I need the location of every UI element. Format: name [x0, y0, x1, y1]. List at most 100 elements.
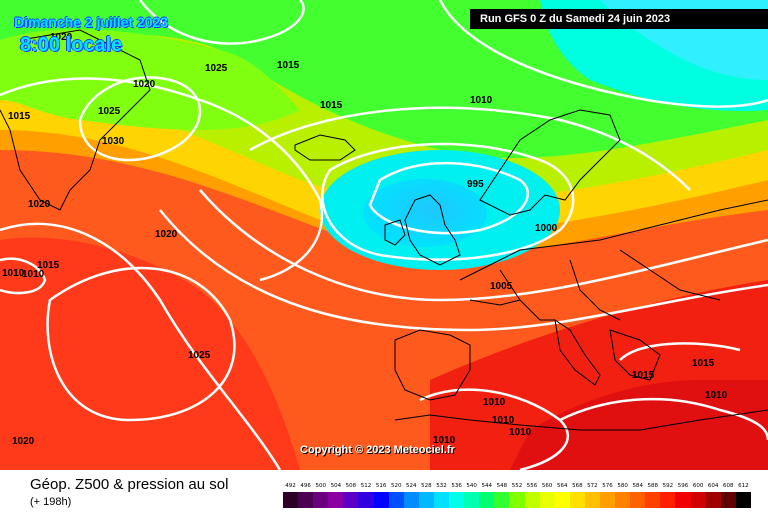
- legend-swatch: [494, 492, 510, 508]
- legend-swatch: [313, 492, 329, 508]
- legend-swatch: [554, 492, 570, 508]
- legend-value: 548: [496, 483, 508, 489]
- legend-swatch: [298, 492, 314, 508]
- legend-value: 596: [677, 483, 689, 489]
- legend-swatch: [479, 492, 495, 508]
- isobar-label: 1015: [37, 260, 60, 271]
- isobar-label: 1030: [102, 136, 125, 147]
- coastlines: [0, 29, 768, 431]
- legend-value: 508: [345, 483, 357, 489]
- isobar-label: 1015: [320, 100, 343, 111]
- isobar-label: 1020: [50, 32, 73, 43]
- forecast-offset: (+ 198h): [30, 496, 72, 508]
- legend-value: 492: [285, 483, 296, 489]
- isobar-label: 1010: [433, 435, 456, 446]
- footer: Géop. Z500 & pression au sol (+ 198h) 49…: [0, 470, 768, 512]
- legend-value: 556: [526, 483, 538, 489]
- legend-value: 564: [556, 483, 568, 489]
- legend-swatch: [388, 492, 404, 508]
- color-legend: 492 496 500 504 508 512 516 520 524 528 532 536 540 5…: [283, 480, 751, 510]
- legend-swatch: [705, 492, 721, 508]
- legend-swatch: [373, 492, 389, 508]
- legend-value: 500: [315, 483, 326, 489]
- legend-swatch: [449, 492, 465, 508]
- isobar-label: 1015: [277, 60, 300, 71]
- field-red-africa: [510, 380, 768, 470]
- legend-swatch: [630, 492, 646, 508]
- legend-swatch: [599, 492, 616, 508]
- legend-swatch: [615, 492, 631, 508]
- legend-bar: [283, 492, 751, 508]
- legend-value: 512: [360, 483, 372, 489]
- legend-value: 600: [692, 483, 704, 489]
- legend-value: 540: [466, 483, 477, 489]
- legend-value: 568: [572, 483, 583, 489]
- legend-swatch: [343, 492, 359, 508]
- legend-swatch: [720, 492, 736, 508]
- legend-swatch: [464, 492, 480, 508]
- legend-swatch: [283, 492, 299, 508]
- legend-value: 576: [602, 483, 613, 489]
- legend-value: 504: [330, 483, 342, 489]
- isobar-label: 995: [467, 179, 484, 190]
- isobar-label: 1025: [188, 350, 211, 361]
- isobar-label: 1015: [632, 370, 655, 381]
- isobar-label-group: 1020 1025 1015 1020 1025 1030 1015 1015 …: [2, 32, 728, 447]
- field-red-atlantic: [0, 237, 300, 470]
- legend-value: 572: [587, 483, 598, 489]
- isobar-label: 1025: [205, 63, 228, 74]
- legend-swatch: [433, 492, 450, 508]
- isobar-label: 1010: [483, 397, 506, 408]
- map-canvas: 1020 1025 1015 1020 1025 1030 1015 1015 …: [0, 0, 768, 470]
- isobar-label: 1000: [535, 223, 558, 234]
- legend-swatch: [328, 492, 344, 508]
- legend-swatch: [539, 492, 555, 508]
- legend-value: 544: [481, 483, 493, 489]
- legend-swatch: [690, 492, 706, 508]
- isobar-label: 1010: [22, 269, 45, 280]
- legend-swatch: [645, 492, 661, 508]
- legend-value: 528: [421, 483, 432, 489]
- legend-value: 536: [451, 483, 462, 489]
- legend-swatch: [509, 492, 525, 508]
- legend-value: 580: [617, 483, 628, 489]
- legend-value: 516: [375, 483, 387, 489]
- isobar-label: 1015: [8, 111, 31, 122]
- legend-value: 524: [406, 483, 417, 489]
- map-title: Géop. Z500 & pression au sol: [30, 476, 229, 493]
- legend-value: 588: [647, 483, 659, 489]
- isobar-label: 1010: [705, 390, 728, 401]
- legend-swatch: [524, 492, 540, 508]
- isobar-label: 1020: [12, 436, 35, 447]
- legend-value: 584: [632, 483, 643, 489]
- isobar-label: 1015: [692, 358, 715, 369]
- legend-swatch: [660, 492, 676, 508]
- copyright: Copyright © 2023 Meteociel.fr: [300, 444, 455, 456]
- legend-swatch: [358, 492, 374, 508]
- isobar-label: 1010: [2, 268, 25, 279]
- isobar-label: 1020: [155, 229, 178, 240]
- legend-value: 532: [436, 483, 447, 489]
- legend-value: 496: [300, 483, 311, 489]
- legend-value: 520: [390, 483, 402, 489]
- legend-swatch: [403, 492, 419, 508]
- isobar-label: 1010: [509, 427, 532, 438]
- field-low-core: [363, 179, 487, 247]
- legend-swatch: [418, 492, 434, 508]
- isobar-label: 1025: [98, 106, 121, 117]
- legend-value: 552: [511, 483, 523, 489]
- field-greenland: [0, 29, 300, 131]
- legend-swatch: [735, 492, 751, 508]
- legend-swatch: [584, 492, 600, 508]
- forecast-date: Dimanche 2 juillet 2023: [14, 14, 169, 30]
- forecast-time: 8:00 locale: [20, 34, 123, 56]
- isobar-label: 1020: [28, 199, 51, 210]
- legend-value: 592: [662, 483, 674, 489]
- legend-value: 612: [738, 483, 749, 489]
- legend-labels: 492 496 500 504 508 512 516 520 524 528 532 536 540 5…: [283, 480, 751, 492]
- weather-map: 1020 1025 1015 1020 1025 1030 1015 1015 …: [0, 0, 768, 470]
- isobar-label: 1010: [492, 415, 515, 426]
- legend-value: 604: [707, 483, 719, 489]
- isobar-label: 1005: [490, 281, 513, 292]
- isobar-label: 1020: [133, 79, 156, 90]
